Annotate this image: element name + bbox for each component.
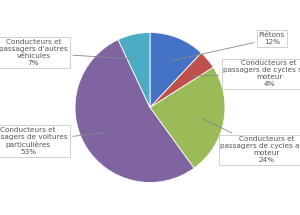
Wedge shape <box>118 32 150 108</box>
Text: Piétons
12%: Piétons 12% <box>171 32 285 61</box>
Text: Conducteurs et
passagers de cycles sans
moteur
4%: Conducteurs et passagers de cycles sans … <box>191 60 300 88</box>
Wedge shape <box>150 67 225 168</box>
Text: Conducteurs et
passagers d'autres
véhicules
7%: Conducteurs et passagers d'autres véhicu… <box>0 39 136 66</box>
Text: Conducteurs et
passagers de voitures
particulières
53%: Conducteurs et passagers de voitures par… <box>0 127 105 155</box>
Wedge shape <box>150 53 213 108</box>
Text: Conducteurs et
passagers de cycles avec
moteur
24%: Conducteurs et passagers de cycles avec … <box>201 118 300 163</box>
Wedge shape <box>150 32 201 108</box>
Wedge shape <box>75 40 194 183</box>
